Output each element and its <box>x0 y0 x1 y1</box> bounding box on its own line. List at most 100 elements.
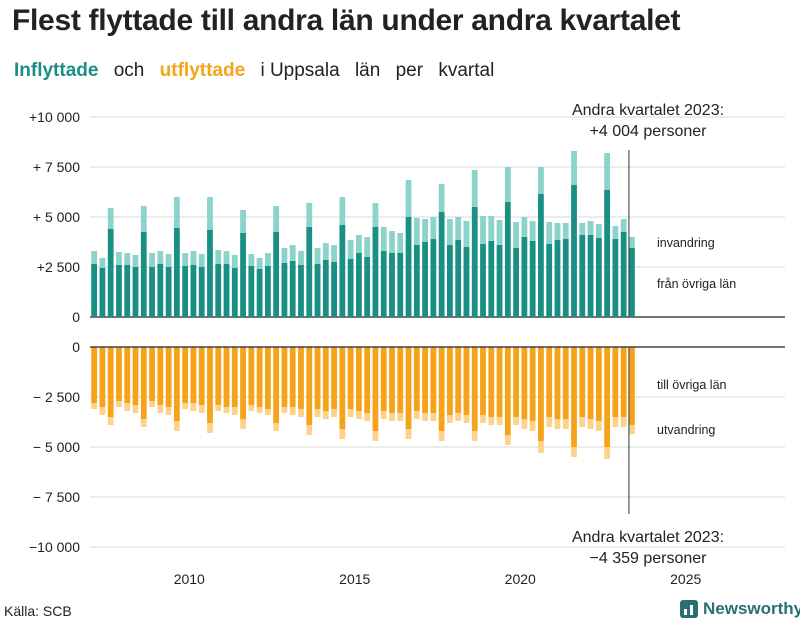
bar-till-ovriga-lan <box>91 347 98 403</box>
bar-till-ovriga-lan <box>107 347 114 417</box>
bar-utvandring <box>629 425 635 435</box>
bar-fran-ovriga-lan <box>620 232 627 317</box>
bar-invandring <box>140 206 147 232</box>
bar-invandring <box>116 252 122 265</box>
bar-utvandring <box>273 423 280 431</box>
bar-till-ovriga-lan <box>380 347 387 411</box>
bar-invandring <box>389 231 395 253</box>
bar-invandring <box>538 167 544 194</box>
bar-till-ovriga-lan <box>124 347 131 403</box>
bar-invandring <box>281 248 288 263</box>
bar-utvandring <box>496 417 503 425</box>
bar-till-ovriga-lan <box>223 347 230 407</box>
bar-till-ovriga-lan <box>389 347 395 413</box>
bar-invandring <box>413 218 420 245</box>
bar-utvandring <box>571 447 577 457</box>
bar-invandring <box>99 258 106 268</box>
bar-invandring <box>430 217 437 239</box>
bar-till-ovriga-lan <box>231 347 238 407</box>
bar-fran-ovriga-lan <box>471 207 478 317</box>
bar-till-ovriga-lan <box>422 347 428 413</box>
bar-utvandring <box>91 403 98 409</box>
bar-till-ovriga-lan <box>298 347 304 409</box>
bottom-y-tick-label: 0 <box>72 339 80 355</box>
bottom-annotation-value: −4 359 personer <box>590 550 708 567</box>
subtitle-och: och <box>113 60 145 81</box>
bar-fran-ovriga-lan <box>314 264 321 317</box>
bar-till-ovriga-lan <box>513 347 520 417</box>
bar-utvandring <box>314 409 321 417</box>
bar-till-ovriga-lan <box>198 347 205 405</box>
bar-fran-ovriga-lan <box>306 227 313 317</box>
bar-utvandring <box>306 425 313 435</box>
bar-till-ovriga-lan <box>273 347 280 423</box>
bar-fran-ovriga-lan <box>198 267 205 317</box>
bottom-y-tick-label: − 5 000 <box>33 439 80 455</box>
bar-till-ovriga-lan <box>347 347 354 409</box>
bar-invandring <box>554 223 561 240</box>
bar-utvandring <box>215 405 222 411</box>
bar-fran-ovriga-lan <box>612 239 619 317</box>
bar-fran-ovriga-lan <box>571 185 577 317</box>
bar-invandring <box>256 258 263 269</box>
bar-till-ovriga-lan <box>116 347 122 401</box>
bar-till-ovriga-lan <box>538 347 544 441</box>
bar-fran-ovriga-lan <box>480 244 486 317</box>
bar-invandring <box>132 255 139 267</box>
bar-utvandring <box>538 441 544 453</box>
bar-utvandring <box>604 447 611 459</box>
subtitle-lan: län <box>354 60 381 81</box>
newsworthy-icon <box>680 600 698 618</box>
bar-till-ovriga-lan <box>256 347 263 407</box>
bar-invandring <box>562 223 569 239</box>
bar-utvandring <box>364 413 371 421</box>
bar-utvandring <box>182 403 189 409</box>
bar-fran-ovriga-lan <box>182 266 189 317</box>
x-tick-label: 2025 <box>670 571 701 587</box>
bar-fran-ovriga-lan <box>289 261 296 317</box>
bar-invandring <box>513 222 520 248</box>
bar-utvandring <box>157 405 164 413</box>
subtitle-per: per <box>395 60 424 81</box>
bar-invandring <box>604 153 611 190</box>
bar-fran-ovriga-lan <box>223 264 230 317</box>
bar-fran-ovriga-lan <box>124 265 131 317</box>
bar-utvandring <box>240 419 246 429</box>
bar-utvandring <box>339 429 346 439</box>
bar-utvandring <box>562 419 569 429</box>
bar-invandring <box>149 253 155 267</box>
bar-utvandring <box>455 413 462 421</box>
bar-fran-ovriga-lan <box>430 239 437 317</box>
x-tick-label: 2010 <box>174 571 205 587</box>
subtitle-region: i Uppsala <box>260 60 340 81</box>
bar-till-ovriga-lan <box>529 347 536 421</box>
bar-till-ovriga-lan <box>579 347 586 417</box>
bar-invandring <box>322 243 329 260</box>
bar-utvandring <box>372 431 379 441</box>
bar-fran-ovriga-lan <box>231 268 238 317</box>
bar-till-ovriga-lan <box>364 347 371 413</box>
top-annotation-value: +4 004 personer <box>590 123 708 140</box>
bar-till-ovriga-lan <box>604 347 611 447</box>
subtitle-utflyttade: utflyttade <box>159 60 246 81</box>
bar-invandring <box>124 253 131 265</box>
bar-till-ovriga-lan <box>629 347 635 425</box>
bar-fran-ovriga-lan <box>157 264 164 317</box>
bar-utvandring <box>198 405 205 413</box>
bar-till-ovriga-lan <box>496 347 503 417</box>
bar-invandring <box>546 222 553 244</box>
bar-utvandring <box>99 407 106 415</box>
bar-utvandring <box>430 413 437 421</box>
bar-fran-ovriga-lan <box>488 241 495 317</box>
bar-invandring <box>488 216 495 241</box>
bar-fran-ovriga-lan <box>91 264 98 317</box>
bar-invandring <box>190 251 197 265</box>
bar-utvandring <box>612 417 619 427</box>
chart-subtitle: Inflyttade och utflyttade i Uppsala län … <box>14 60 504 82</box>
top-y-tick-label: + 7 500 <box>33 159 80 175</box>
bar-invandring <box>595 224 602 238</box>
bar-fran-ovriga-lan <box>397 253 404 317</box>
bar-fran-ovriga-lan <box>389 253 395 317</box>
bar-utvandring <box>471 431 478 441</box>
bar-invandring <box>447 219 453 245</box>
